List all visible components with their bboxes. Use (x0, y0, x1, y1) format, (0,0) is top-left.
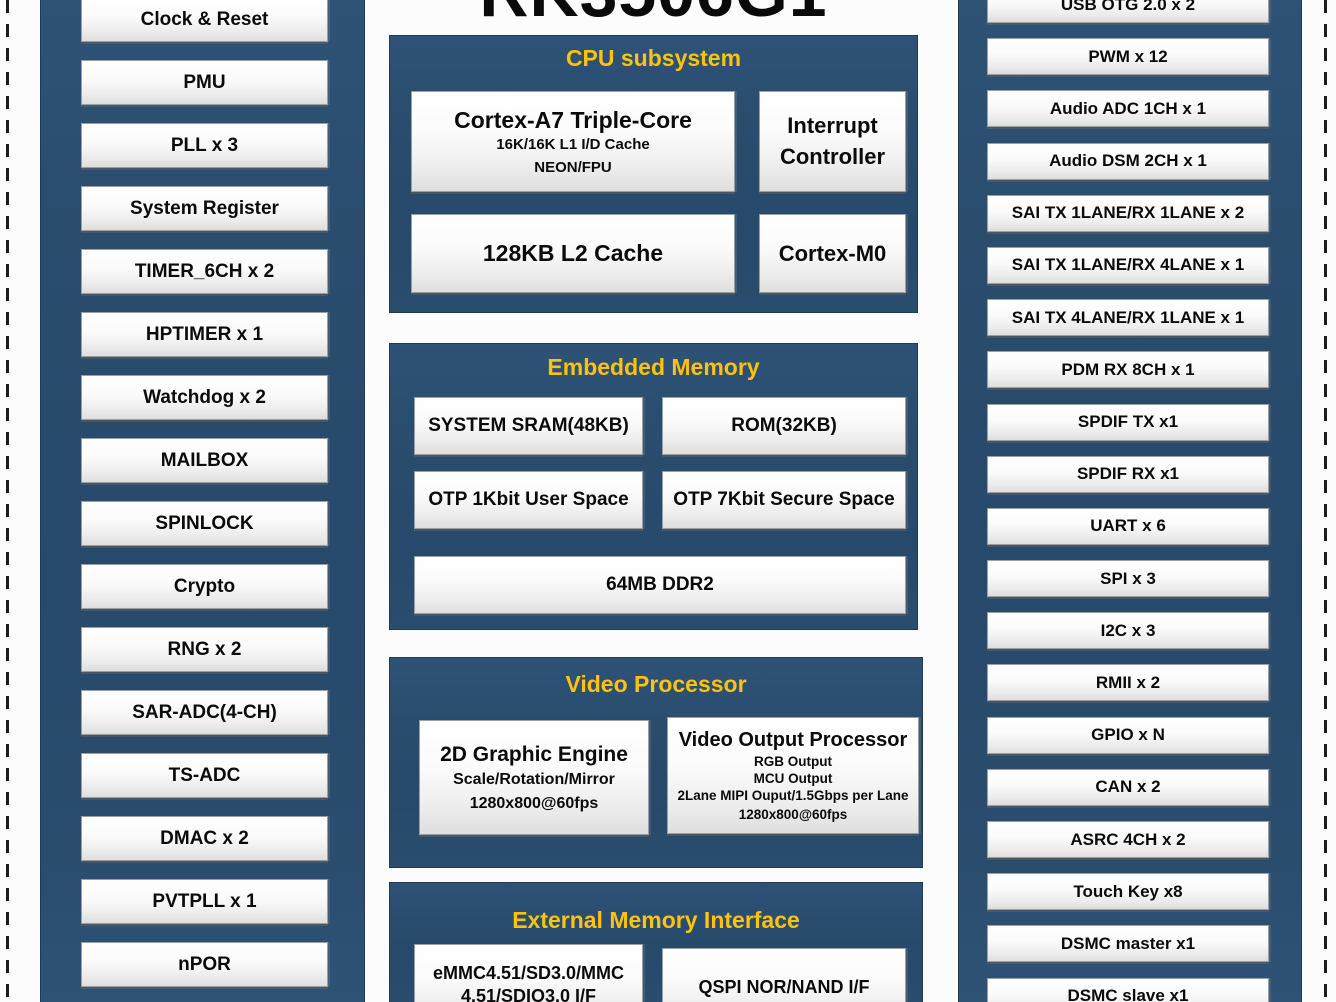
ip-block: CAN x 2 (987, 768, 1269, 806)
ip-block: SAI TX 4LANE/RX 1LANE x 1 (987, 299, 1269, 337)
ip-block: SPDIF RX x1 (987, 455, 1269, 493)
ip-block: HPTIMER x 1 (81, 312, 328, 357)
interrupt-controller-block: Interrupt Controller (759, 91, 906, 192)
peripherals-panel: USB OTG 2.0 x 2 PWM x 12 Audio ADC 1CH x 1… (958, 0, 1302, 1002)
otp-secure-block: OTP 7Kbit Secure Space (662, 471, 906, 529)
ip-block: PWM x 12 (987, 38, 1269, 76)
ip-block: TS-ADC (81, 753, 328, 798)
ip-block: Audio DSM 2CH x 1 (987, 142, 1269, 180)
ip-block: RNG x 2 (81, 627, 328, 672)
ip-block: PDM RX 8CH x 1 (987, 351, 1269, 389)
mcu-output-label: MCU Output (753, 771, 833, 786)
ip-block: DMAC x 2 (81, 816, 328, 861)
ip-block: GPIO x N (987, 716, 1269, 754)
qspi-block: QSPI NOR/NAND I/F (662, 948, 906, 1002)
emmc-label-line2: 4.51/SDIO3.0 I/F (460, 986, 597, 1002)
scale-rotation-mirror-label: Scale/Rotation/Mirror (453, 770, 615, 788)
ip-block: MAILBOX (81, 438, 328, 483)
system-components-panel: Clock & Reset PMU PLL x 3 System Register TI… (40, 0, 365, 1002)
ip-block: USB OTG 2.0 x 2 (987, 0, 1269, 23)
embedded-memory-panel: Embedded Memory SYSTEM SRAM(48KB) ROM(32… (389, 343, 918, 630)
right-dashed-border (1324, 0, 1327, 1002)
external-memory-header: External Memory Interface (512, 907, 800, 933)
2d-graphic-engine-title: 2D Graphic Engine (440, 742, 628, 766)
ip-block: Audio ADC 1CH x 1 (987, 90, 1269, 128)
emmc-block: eMMC4.51/SD3.0/MMC 4.51/SDIO3.0 I/F (414, 944, 643, 1002)
ip-block: System Register (81, 186, 328, 231)
rom-block: ROM(32KB) (662, 397, 906, 455)
rgb-output-label: RGB Output (754, 754, 832, 769)
graphic-engine-fps-label: 1280x800@60fps (469, 794, 599, 812)
cpu-subsystem-header: CPU subsystem (565, 45, 742, 71)
ip-block: DSMC slave x1 (987, 977, 1269, 1002)
ip-block: PLL x 3 (81, 123, 328, 168)
ddr2-block: 64MB DDR2 (414, 556, 906, 614)
cortex-a7-neon-label: NEON/FPU (534, 159, 612, 176)
system-components-list: Clock & Reset PMU PLL x 3 System Register TI… (81, 0, 328, 1002)
cortex-a7-block: Cortex-A7 Triple-Core 16K/16K L1 I/D Cac… (411, 91, 735, 192)
ip-block: nPOR (81, 942, 328, 987)
ip-block: SAI TX 1LANE/RX 4LANE x 1 (987, 246, 1269, 284)
peripherals-list: USB OTG 2.0 x 2 PWM x 12 Audio ADC 1CH x 1… (987, 0, 1269, 1002)
2d-graphic-engine-block: 2D Graphic Engine Scale/Rotation/Mirror … (419, 720, 649, 835)
ip-block: I2C x 3 (987, 612, 1269, 650)
ip-block: TIMER_6CH x 2 (81, 249, 328, 294)
ip-block: Clock & Reset (81, 0, 328, 42)
external-memory-panel: External Memory Interface eMMC4.51/SD3.0… (389, 882, 923, 1002)
ip-block: SPINLOCK (81, 501, 328, 546)
emmc-label-line1: eMMC4.51/SD3.0/MMC (432, 963, 625, 983)
video-processor-panel: Video Processor 2D Graphic Engine Scale/… (389, 657, 923, 868)
ip-block: ASRC 4CH x 2 (987, 821, 1269, 858)
ip-block: SPDIF TX x1 (987, 403, 1269, 441)
cortex-m0-block: Cortex-M0 (759, 214, 906, 293)
ip-block: PVTPLL x 1 (81, 879, 328, 924)
video-output-processor-title: Video Output Processor (678, 729, 908, 751)
otp-user-block: OTP 1Kbit User Space (414, 471, 643, 529)
cortex-a7-cache-label: 16K/16K L1 I/D Cache (496, 136, 650, 153)
ip-block: PMU (81, 60, 328, 105)
ip-block: Watchdog x 2 (81, 375, 328, 420)
left-dashed-border (6, 0, 9, 1002)
ip-block: SAR-ADC(4-CH) (81, 690, 328, 735)
chip-title: RK3506G1 (389, 0, 918, 32)
mipi-output-label: 2Lane MIPI Ouput/1.5Gbps per Lane (677, 788, 909, 803)
video-output-fps-label: 1280x800@60fps (738, 807, 848, 822)
ip-block: UART x 6 (987, 507, 1269, 545)
system-sram-block: SYSTEM SRAM(48KB) (414, 397, 643, 455)
ip-block: RMII x 2 (987, 664, 1269, 702)
ip-block: SPI x 3 (987, 560, 1269, 598)
cortex-a7-title: Cortex-A7 Triple-Core (454, 107, 692, 133)
l2-cache-block: 128KB L2 Cache (411, 214, 735, 293)
ip-block: Crypto (81, 564, 328, 609)
video-output-processor-block: Video Output Processor RGB Output MCU Ou… (667, 717, 919, 834)
embedded-memory-header: Embedded Memory (547, 354, 760, 380)
video-processor-header: Video Processor (565, 671, 747, 697)
ip-block: DSMC master x1 (987, 925, 1269, 963)
cpu-subsystem-panel: CPU subsystem Cortex-A7 Triple-Core 16K/… (389, 35, 918, 313)
ip-block: Touch Key x8 (987, 873, 1269, 911)
ip-block: SAI TX 1LANE/RX 1LANE x 2 (987, 194, 1269, 232)
